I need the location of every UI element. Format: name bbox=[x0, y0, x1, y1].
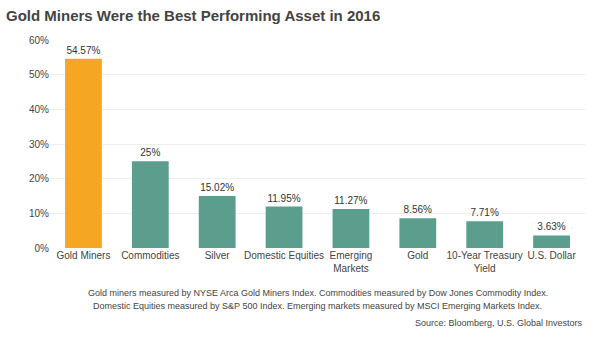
svg-text:EmergingMarkets: EmergingMarkets bbox=[330, 250, 373, 274]
svg-text:10-Year TreasuryYield: 10-Year TreasuryYield bbox=[447, 250, 523, 274]
svg-text:Silver: Silver bbox=[205, 250, 231, 261]
svg-text:Domestic Equities: Domestic Equities bbox=[244, 250, 324, 261]
svg-text:10%: 10% bbox=[29, 208, 49, 219]
svg-text:60%: 60% bbox=[29, 35, 49, 46]
svg-text:25%: 25% bbox=[140, 147, 160, 158]
svg-text:Gold miners measured by NYSE A: Gold miners measured by NYSE Arca Gold M… bbox=[88, 288, 548, 298]
svg-text:40%: 40% bbox=[29, 104, 49, 115]
svg-text:Domestic Equities measured by: Domestic Equities measured by S&P 500 In… bbox=[93, 301, 542, 311]
svg-text:20%: 20% bbox=[29, 173, 49, 184]
svg-text:0%: 0% bbox=[35, 243, 50, 254]
svg-text:Source: Bloomberg, U.S. Global: Source: Bloomberg, U.S. Global Investors bbox=[415, 318, 583, 328]
svg-text:3.63%: 3.63% bbox=[537, 221, 565, 232]
svg-text:50%: 50% bbox=[29, 69, 49, 80]
svg-text:8.56%: 8.56% bbox=[404, 204, 432, 215]
svg-text:11.95%: 11.95% bbox=[267, 193, 300, 204]
svg-text:Gold Miners Were the Best Perf: Gold Miners Were the Best Performing Ass… bbox=[6, 7, 380, 24]
svg-text:7.71%: 7.71% bbox=[470, 207, 498, 218]
svg-text:54.57%: 54.57% bbox=[66, 45, 100, 56]
svg-text:15.02%: 15.02% bbox=[200, 182, 234, 193]
svg-text:Gold Miners: Gold Miners bbox=[56, 250, 110, 261]
svg-text:U.S. Dollar: U.S. Dollar bbox=[527, 250, 576, 261]
svg-text:30%: 30% bbox=[29, 139, 49, 150]
svg-text:Gold: Gold bbox=[407, 250, 428, 261]
svg-text:Commodities: Commodities bbox=[121, 250, 179, 261]
svg-text:11.27%: 11.27% bbox=[334, 195, 367, 206]
